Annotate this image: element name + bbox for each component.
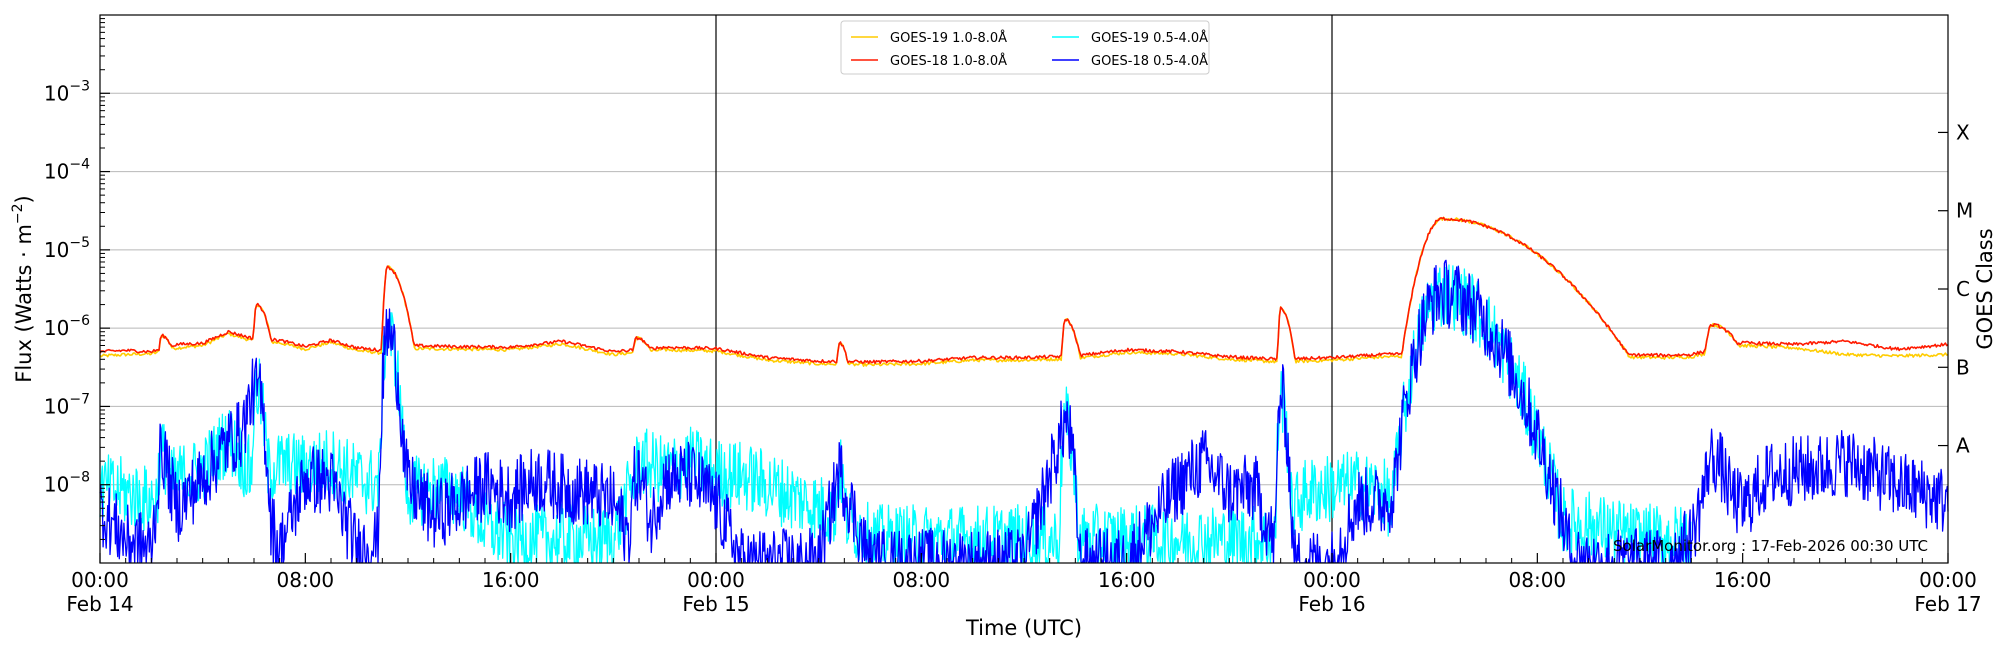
y-tick-label: 10−8 — [44, 470, 90, 497]
class-tick-label: B — [1956, 355, 1970, 379]
y-tick-label: 10−7 — [44, 391, 90, 418]
x-tick-time-label: 16:00 — [482, 568, 540, 592]
x-tick-date-label: Feb 14 — [66, 592, 133, 616]
x-tick-time-label: 00:00 — [687, 568, 745, 592]
class-tick-label: M — [1956, 199, 1973, 223]
x-tick-time-label: 08:00 — [277, 568, 335, 592]
x-tick-date-label: Feb 15 — [682, 592, 749, 616]
legend-label: GOES-18 0.5-4.0Å — [1091, 53, 1208, 69]
x-tick-date-label: Feb 16 — [1298, 592, 1365, 616]
x-tick-time-label: 08:00 — [1509, 568, 1567, 592]
y-axis-title: Flux (Watts · m−2) — [10, 195, 36, 383]
x-axis-title: Time (UTC) — [965, 616, 1082, 640]
y-tick-label: 10−3 — [44, 78, 90, 105]
legend-label: GOES-18 1.0-8.0Å — [890, 53, 1007, 69]
y-tick-label: 10−4 — [44, 157, 90, 184]
legend-label: GOES-19 0.5-4.0Å — [1091, 30, 1208, 46]
x-tick-time-label: 00:00 — [1919, 568, 1977, 592]
class-tick-label: A — [1956, 434, 1970, 458]
credit-text: SolarMonitor.org : 17-Feb-2026 00:30 UTC — [1613, 537, 1928, 555]
series-line-1 — [99, 216, 1949, 364]
y-tick-label: 10−5 — [44, 235, 90, 262]
y-axis: 10−8 10−7 10−6 10−5 10−4 10−3 — [44, 18, 110, 540]
x-tick-time-label: 00:00 — [1303, 568, 1361, 592]
x-tick-date-label: Feb 17 — [1914, 592, 1981, 616]
class-tick-label: X — [1956, 120, 1970, 144]
class-tick-label: C — [1956, 277, 1970, 301]
y-tick-label: 10−6 — [44, 313, 90, 340]
x-tick-time-label: 16:00 — [1714, 568, 1772, 592]
legend: GOES-19 1.0-8.0Å GOES-19 0.5-4.0Å GOES-18 … — [840, 20, 1210, 75]
goes-class-axis: A B C M X — [1938, 120, 1973, 458]
goes-class-axis-title: GOES Class — [1973, 228, 1997, 349]
legend-box — [840, 20, 1210, 75]
x-tick-time-label: 08:00 — [893, 568, 951, 592]
legend-label: GOES-19 1.0-8.0Å — [890, 30, 1007, 46]
x-tick-time-label: 00:00 — [71, 568, 129, 592]
x-tick-time-label: 16:00 — [1098, 568, 1156, 592]
